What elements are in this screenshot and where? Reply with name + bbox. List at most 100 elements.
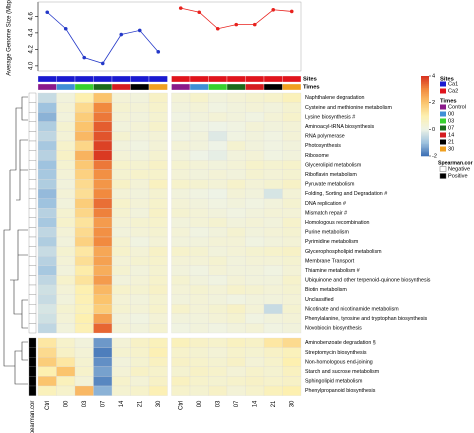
- heat-cell: [208, 92, 228, 103]
- heat-cell: [171, 337, 191, 348]
- heat-cell: [171, 121, 191, 132]
- x-tick-label: 00: [197, 400, 203, 407]
- colorbar-tick-label: 2: [432, 100, 435, 106]
- x-tick-label: Ctrl: [45, 401, 51, 410]
- heat-cell: [226, 284, 246, 295]
- site-annotation: [208, 75, 228, 83]
- heat-cell: [171, 217, 191, 228]
- heat-cell: [226, 150, 246, 161]
- colorbar-segment: [421, 130, 429, 133]
- heat-cell: [37, 169, 57, 180]
- heat-cell: [282, 208, 302, 218]
- heat-cell: [93, 208, 113, 218]
- heat-cell: [282, 246, 302, 257]
- heat-cell: [171, 188, 191, 199]
- x-tick-label: 30: [289, 400, 295, 407]
- heat-cell: [226, 256, 246, 266]
- heat-cell: [37, 246, 57, 257]
- heat-cell: [171, 131, 191, 142]
- heat-cell: [74, 275, 94, 286]
- heat-cell: [37, 294, 57, 305]
- spearman-annotation: [28, 294, 37, 305]
- spearman-annotation: [28, 284, 37, 295]
- heat-cell: [130, 284, 150, 295]
- data-point: [197, 10, 202, 15]
- heat-cell: [263, 131, 283, 142]
- heat-cell: [245, 208, 265, 218]
- row-label: Pyrimidine metabolism: [305, 239, 359, 245]
- heat-cell: [171, 313, 191, 324]
- heat-cell: [148, 131, 168, 142]
- plot-frame: [37, 1, 302, 72]
- heat-cell: [56, 304, 76, 314]
- heat-cell: [56, 376, 76, 387]
- colorbar-segment: [421, 153, 429, 155]
- heat-cell: [93, 304, 113, 314]
- colorbar-segment: [421, 121, 429, 123]
- heat-cell: [37, 112, 57, 122]
- heat-cell: [111, 169, 131, 180]
- heat-cell: [130, 140, 150, 151]
- heat-cell: [56, 160, 76, 170]
- heat-cell: [189, 256, 209, 266]
- spearman-annotation: [28, 275, 37, 286]
- heat-cell: [208, 160, 228, 170]
- heat-cell: [93, 294, 113, 305]
- heat-cell: [263, 198, 283, 209]
- heat-cell: [208, 294, 228, 305]
- heat-cell: [282, 337, 302, 348]
- heat-cell: [282, 376, 302, 387]
- heat-cell: [171, 236, 191, 247]
- row-label: Lysine biosynthesis #: [305, 114, 355, 120]
- heat-cell: [189, 294, 209, 305]
- heat-cell: [111, 284, 131, 295]
- heat-cell: [37, 357, 57, 367]
- heat-cell: [37, 265, 57, 276]
- heat-cell: [37, 337, 57, 348]
- heat-cell: [171, 284, 191, 295]
- heat-cell: [263, 357, 283, 367]
- heat-cell: [263, 265, 283, 276]
- heat-cell: [189, 337, 209, 348]
- heat-cell: [282, 304, 302, 314]
- heat-cell: [111, 256, 131, 266]
- annotation-label: Sites: [303, 77, 317, 83]
- heat-cell: [171, 246, 191, 257]
- heat-cell: [263, 347, 283, 358]
- heat-cell: [171, 294, 191, 305]
- colorbar-segment: [421, 89, 429, 91]
- heat-cell: [189, 275, 209, 286]
- heat-cell: [130, 376, 150, 387]
- data-point: [100, 61, 105, 66]
- spearman-annotation: [28, 347, 37, 358]
- site-annotation: [130, 75, 150, 83]
- heat-cell: [245, 246, 265, 257]
- heat-cell: [148, 337, 168, 348]
- heat-cell: [263, 112, 283, 122]
- heat-cell: [56, 131, 76, 142]
- heat-cell: [56, 294, 76, 305]
- colorbar-segment: [421, 138, 429, 141]
- heat-cell: [93, 140, 113, 151]
- heat-cell: [111, 357, 131, 367]
- data-point: [289, 9, 294, 14]
- heat-cell: [93, 376, 113, 387]
- heat-cell: [226, 294, 246, 305]
- heat-cell: [208, 376, 228, 387]
- time-annotation: [130, 83, 150, 91]
- heat-cell: [171, 304, 191, 314]
- heat-cell: [74, 294, 94, 305]
- heat-cell: [171, 150, 191, 161]
- heat-cell: [226, 121, 246, 132]
- heat-cell: [171, 140, 191, 151]
- heat-cell: [74, 385, 94, 396]
- colorbar-segment: [421, 140, 429, 142]
- row-label: Ribosome: [305, 153, 329, 159]
- spearman-annotation: [28, 313, 37, 324]
- colorbar-segment: [421, 77, 429, 79]
- heat-cell: [171, 227, 191, 238]
- heat-cell: [111, 275, 131, 286]
- heat-cell: [226, 385, 246, 396]
- legend-swatch: [440, 132, 446, 138]
- heat-cell: [56, 198, 76, 209]
